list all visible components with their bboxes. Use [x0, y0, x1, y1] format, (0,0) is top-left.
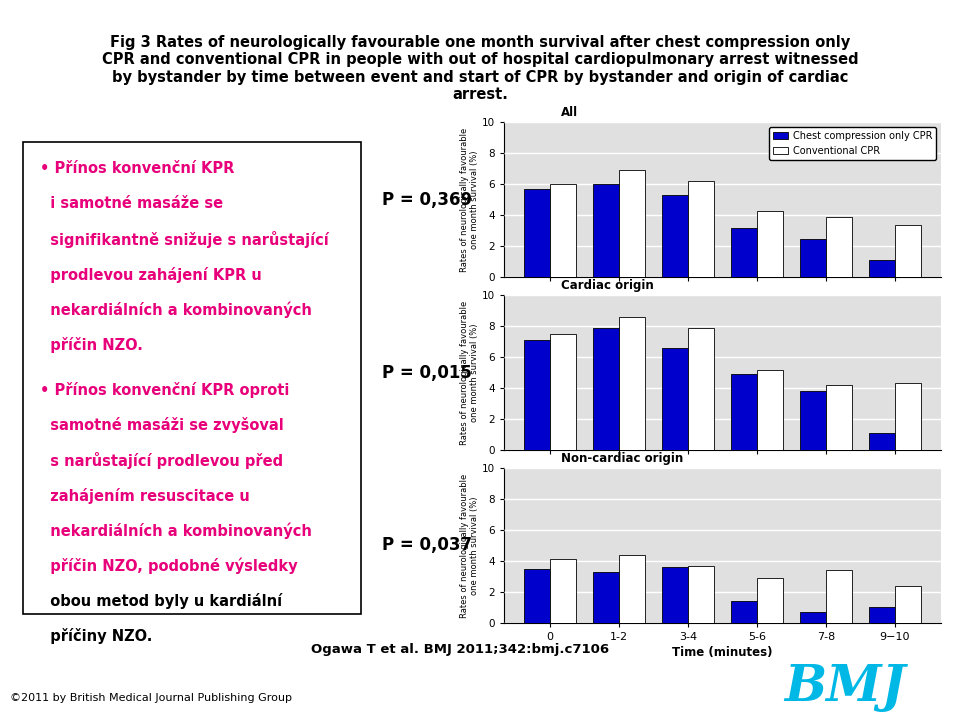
Bar	[800, 238, 826, 277]
Text: P = 0,015: P = 0,015	[382, 364, 472, 382]
Bar	[688, 565, 714, 623]
Text: P = 0,369: P = 0,369	[382, 191, 472, 209]
Text: Ogawa T et al. BMJ 2011;342:bmj.c7106: Ogawa T et al. BMJ 2011;342:bmj.c7106	[311, 643, 610, 657]
Text: příčiny NZO.: příčiny NZO.	[40, 629, 153, 644]
Text: samotné masáži se zvyšoval: samotné masáži se zvyšoval	[40, 417, 284, 433]
X-axis label: Time (minutes): Time (minutes)	[672, 646, 773, 659]
Text: nekardiálních a kombinovaných: nekardiálních a kombinovaných	[40, 302, 312, 318]
Bar	[592, 572, 619, 623]
Text: • Přínos konvenční KPR oproti: • Přínos konvenční KPR oproti	[40, 382, 289, 398]
Text: příčin NZO, podobné výsledky: příčin NZO, podobné výsledky	[40, 558, 298, 575]
Bar	[895, 384, 921, 450]
Bar	[895, 585, 921, 623]
Bar	[756, 211, 783, 277]
Text: s narůstající prodlevou před: s narůstající prodlevou před	[40, 452, 283, 469]
Text: příčin NZO.: příčin NZO.	[40, 337, 143, 353]
Bar	[869, 607, 895, 623]
Bar	[826, 570, 852, 623]
Y-axis label: Rates of neurologically favourable
one month survival (%): Rates of neurologically favourable one m…	[460, 300, 479, 445]
Bar	[731, 228, 756, 277]
Bar	[731, 601, 756, 623]
Bar	[524, 340, 550, 450]
Bar	[688, 328, 714, 450]
Bar	[592, 328, 619, 450]
Text: P = 0,037: P = 0,037	[382, 536, 472, 554]
Text: signifikantně snižuje s narůstající: signifikantně snižuje s narůstající	[40, 231, 328, 248]
Bar	[869, 433, 895, 450]
Bar	[550, 184, 576, 277]
Bar	[592, 184, 619, 277]
Text: zahájením resuscitace u: zahájením resuscitace u	[40, 487, 250, 503]
Text: Fig 3 Rates of neurologically favourable one month survival after chest compress: Fig 3 Rates of neurologically favourable…	[102, 35, 858, 102]
Text: • Přínos konvenční KPR: • Přínos konvenční KPR	[40, 161, 234, 176]
Text: Non-cardiac origin: Non-cardiac origin	[561, 452, 683, 465]
Bar	[688, 181, 714, 277]
Bar	[619, 171, 645, 277]
Text: Cardiac origin: Cardiac origin	[561, 279, 654, 292]
Bar	[619, 317, 645, 450]
Bar	[661, 567, 688, 623]
Bar	[731, 374, 756, 450]
Text: All: All	[561, 107, 578, 120]
Legend: Chest compression only CPR, Conventional CPR: Chest compression only CPR, Conventional…	[769, 127, 936, 160]
Text: prodlevou zahájení KPR u: prodlevou zahájení KPR u	[40, 266, 262, 282]
Bar	[550, 559, 576, 623]
Bar	[895, 225, 921, 277]
Bar	[524, 189, 550, 277]
Bar	[619, 554, 645, 623]
Bar	[800, 391, 826, 450]
Text: obou metod byly u kardiální: obou metod byly u kardiální	[40, 593, 282, 609]
Bar	[661, 195, 688, 277]
Bar	[756, 369, 783, 450]
Bar	[756, 578, 783, 623]
Bar	[826, 385, 852, 450]
Bar	[800, 612, 826, 623]
Text: nekardiálních a kombinovaných: nekardiálních a kombinovaných	[40, 523, 312, 539]
Text: ©2011 by British Medical Journal Publishing Group: ©2011 by British Medical Journal Publish…	[10, 693, 292, 703]
Bar	[524, 569, 550, 623]
Text: i samotné masáže se: i samotné masáže se	[40, 196, 223, 211]
Bar	[661, 348, 688, 450]
Y-axis label: Rates of neurologically favourable
one month survival (%): Rates of neurologically favourable one m…	[460, 127, 479, 272]
Bar	[869, 260, 895, 277]
Bar	[550, 334, 576, 450]
Y-axis label: Rates of neurologically favourable
one month survival (%): Rates of neurologically favourable one m…	[460, 473, 479, 618]
Text: BMJ: BMJ	[784, 663, 905, 712]
FancyBboxPatch shape	[23, 142, 361, 614]
Bar	[826, 217, 852, 277]
